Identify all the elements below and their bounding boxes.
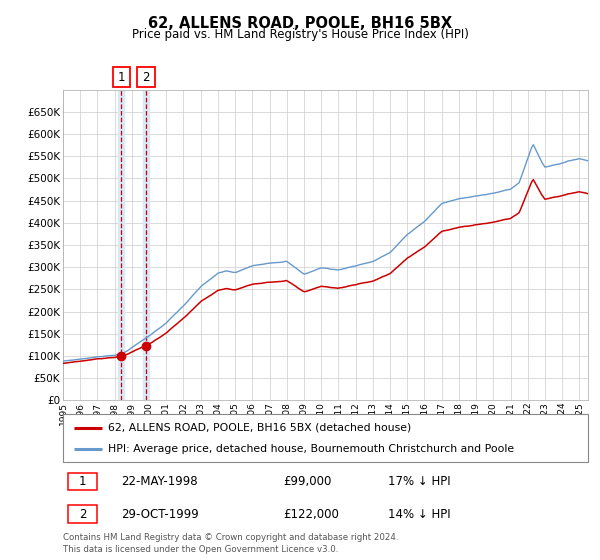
Text: 17% ↓ HPI: 17% ↓ HPI xyxy=(389,475,451,488)
Text: £99,000: £99,000 xyxy=(284,475,332,488)
Text: 14% ↓ HPI: 14% ↓ HPI xyxy=(389,508,451,521)
Text: 2: 2 xyxy=(142,71,150,84)
Text: 1: 1 xyxy=(118,71,125,84)
Bar xyxy=(118,90,124,400)
Bar xyxy=(68,473,97,491)
Text: 2: 2 xyxy=(79,508,86,521)
Text: Price paid vs. HM Land Registry's House Price Index (HPI): Price paid vs. HM Land Registry's House … xyxy=(131,28,469,41)
Text: 1: 1 xyxy=(79,475,86,488)
Bar xyxy=(143,90,149,400)
Text: 62, ALLENS ROAD, POOLE, BH16 5BX: 62, ALLENS ROAD, POOLE, BH16 5BX xyxy=(148,16,452,31)
Bar xyxy=(68,505,97,523)
Text: 62, ALLENS ROAD, POOLE, BH16 5BX (detached house): 62, ALLENS ROAD, POOLE, BH16 5BX (detach… xyxy=(107,423,411,433)
Text: HPI: Average price, detached house, Bournemouth Christchurch and Poole: HPI: Average price, detached house, Bour… xyxy=(107,444,514,454)
Text: £122,000: £122,000 xyxy=(284,508,340,521)
Text: 22-MAY-1998: 22-MAY-1998 xyxy=(121,475,197,488)
Text: 29-OCT-1999: 29-OCT-1999 xyxy=(121,508,199,521)
Text: Contains HM Land Registry data © Crown copyright and database right 2024.
This d: Contains HM Land Registry data © Crown c… xyxy=(63,533,398,554)
